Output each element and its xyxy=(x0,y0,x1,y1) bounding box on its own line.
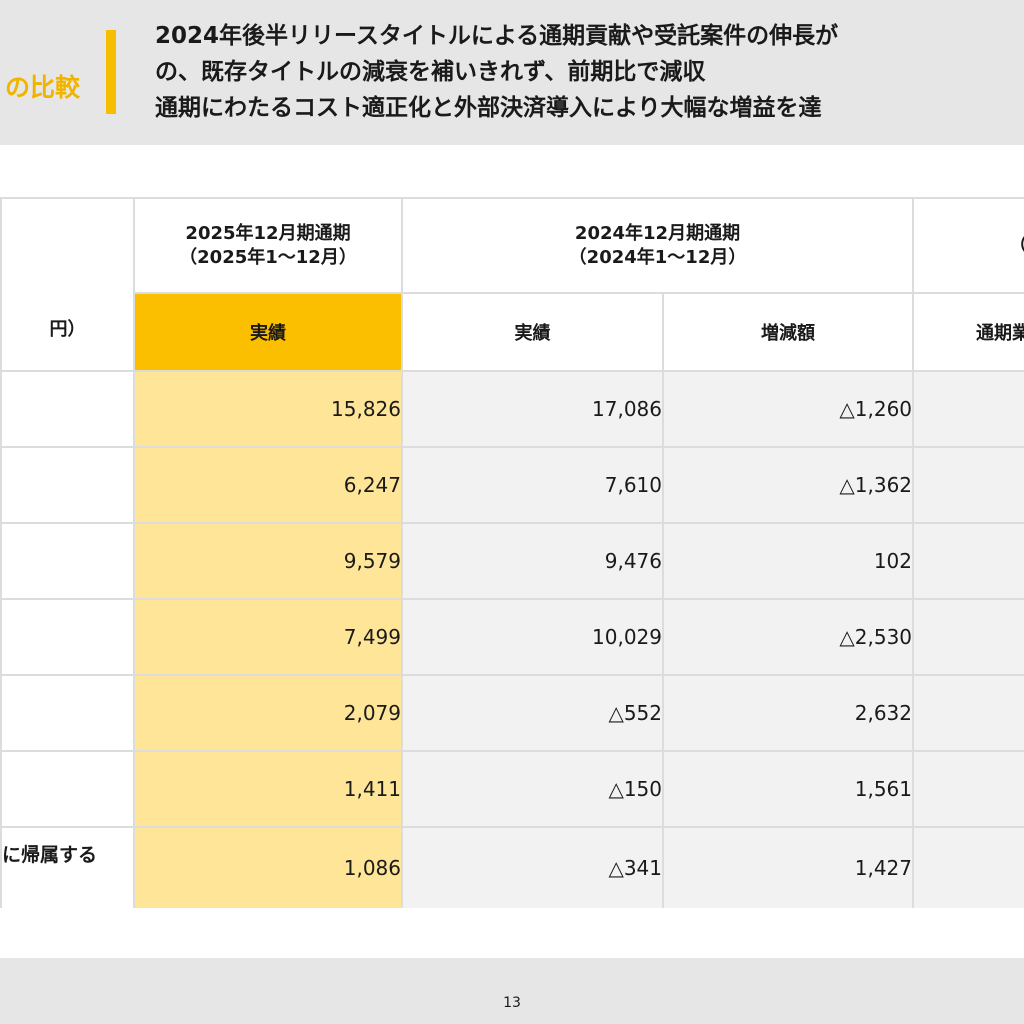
accent-bar xyxy=(106,30,116,114)
value-2024: △341 xyxy=(401,826,664,908)
value-reference xyxy=(912,370,1024,448)
unit-label: 円） xyxy=(0,197,135,372)
results-table: 円） 2025年12月期通期 （2025年1～12月） 2024年12月期通期 … xyxy=(0,197,1024,908)
table-row: 7,499 10,029 △2,530 xyxy=(0,598,1024,676)
slide-footer: 13 xyxy=(0,958,1024,1024)
value-diff: 102 xyxy=(661,522,915,600)
header-2025-actual: 実績 xyxy=(133,292,403,372)
results-table-container: 円） 2025年12月期通期 （2025年1～12月） 2024年12月期通期 … xyxy=(0,197,1024,908)
table-row: 6,247 7,610 △1,362 xyxy=(0,446,1024,524)
row-label xyxy=(0,674,135,752)
value-diff: 2,632 xyxy=(661,674,915,752)
header-2024: 2024年12月期通期 （2024年1～12月） xyxy=(400,197,915,294)
header-reference: （参 xyxy=(912,197,1024,294)
value-diff: △1,260 xyxy=(661,370,915,448)
value-2025: 6,247 xyxy=(133,446,403,524)
row-label xyxy=(0,446,135,524)
page-number: 13 xyxy=(503,995,521,1011)
header-reference-sub: 通期業 xyxy=(912,292,1024,372)
header-line-2: の、既存タイトルの減衰を補いきれず、前期比で減収 xyxy=(155,59,706,85)
value-diff: 1,561 xyxy=(661,750,915,828)
value-2025: 1,411 xyxy=(133,750,403,828)
table-row: 15,826 17,086 △1,260 xyxy=(0,370,1024,448)
value-2024: 10,029 xyxy=(401,598,664,676)
value-2025: 1,086 xyxy=(133,826,403,908)
row-label: に帰属する xyxy=(0,826,135,908)
header-line-3: 通期にわたるコスト適正化と外部決済導入により大幅な増益を達 xyxy=(155,95,822,121)
value-reference xyxy=(912,674,1024,752)
slide-header: の比較 2024年後半リリースタイトルによる通期貢献や受託案件の伸長が の、既存… xyxy=(0,0,1024,145)
value-reference xyxy=(912,446,1024,524)
header-line-1: 2024年後半リリースタイトルによる通期貢献や受託案件の伸長が xyxy=(155,23,839,49)
row-label xyxy=(0,598,135,676)
value-2024: 9,476 xyxy=(401,522,664,600)
row-label xyxy=(0,750,135,828)
value-2024: 17,086 xyxy=(401,370,664,448)
value-reference xyxy=(912,750,1024,828)
value-2024: △150 xyxy=(401,750,664,828)
table-row: 9,579 9,476 102 xyxy=(0,522,1024,600)
row-label xyxy=(0,522,135,600)
value-2025: 9,579 xyxy=(133,522,403,600)
header-message: 2024年後半リリースタイトルによる通期貢献や受託案件の伸長が の、既存タイトル… xyxy=(155,18,1024,126)
value-2025: 15,826 xyxy=(133,370,403,448)
value-2025: 2,079 xyxy=(133,674,403,752)
header-2024-actual: 実績 xyxy=(401,292,664,372)
value-2024: △552 xyxy=(401,674,664,752)
value-reference xyxy=(912,598,1024,676)
value-reference xyxy=(912,826,1024,908)
header-2024-diff: 増減額 xyxy=(661,292,915,372)
table-row: 1,411 △150 1,561 xyxy=(0,750,1024,828)
section-title: の比較 xyxy=(4,73,80,102)
header-2025: 2025年12月期通期 （2025年1～12月） xyxy=(133,197,403,294)
value-diff: 1,427 xyxy=(661,826,915,908)
value-2025: 7,499 xyxy=(133,598,403,676)
row-label xyxy=(0,370,135,448)
value-diff: △2,530 xyxy=(661,598,915,676)
table-row: 2,079 △552 2,632 xyxy=(0,674,1024,752)
value-reference xyxy=(912,522,1024,600)
value-2024: 7,610 xyxy=(401,446,664,524)
table-row: に帰属する 1,086 △341 1,427 xyxy=(0,826,1024,908)
value-diff: △1,362 xyxy=(661,446,915,524)
